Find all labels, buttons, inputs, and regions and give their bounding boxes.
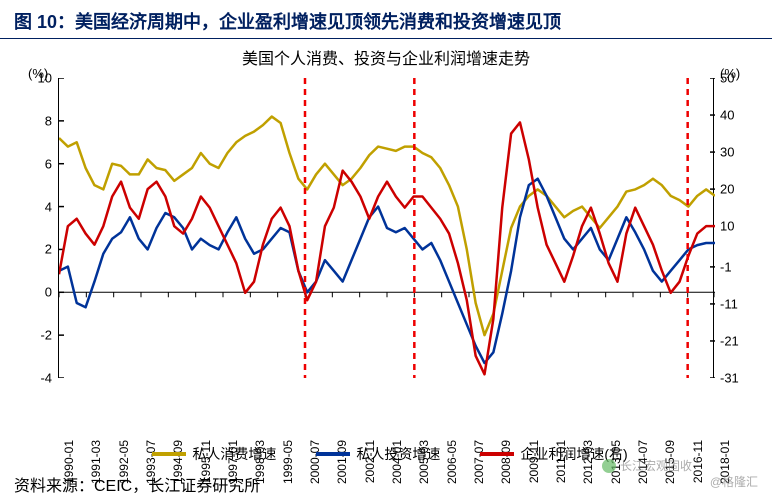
x-axis-labels: 1990-011991-031992-051993-071994-091995-…: [58, 384, 714, 444]
y-left-axis-labels: -4-20246810: [22, 78, 52, 378]
figure-title: 图 10：美国经济周期中，企业盈利增速见顶领先消费和投资增速见顶: [14, 8, 758, 34]
y-right-axis-labels: -31-21-11-11020304050: [720, 78, 760, 378]
figure-title-bar: 图 10：美国经济周期中，企业盈利增速见顶领先消费和投资增速见顶: [0, 0, 772, 39]
chart-legend: 私人消费增速私人投资增速企业利润增速(右): [90, 442, 690, 466]
data-source: 资料来源：CEIC，长江证券研究所: [14, 472, 260, 496]
wechat-icon: [602, 459, 616, 473]
chart-svg: [59, 78, 715, 378]
chart-plot-area: [58, 78, 714, 378]
chart-subtitle: 美国个人消费、投资与企业利润增速走势: [0, 45, 772, 69]
legend-label: 私人投资增速: [356, 444, 440, 464]
legend-swatch: [316, 452, 350, 456]
watermark-wechat: 长江宏观固收: [602, 457, 692, 474]
legend-item: 私人消费增速: [152, 444, 276, 464]
legend-item: 私人投资增速: [316, 444, 440, 464]
legend-label: 私人消费增速: [192, 444, 276, 464]
legend-swatch: [152, 452, 186, 456]
legend-swatch: [480, 452, 514, 456]
watermark-gelong: @格隆汇: [710, 473, 758, 490]
